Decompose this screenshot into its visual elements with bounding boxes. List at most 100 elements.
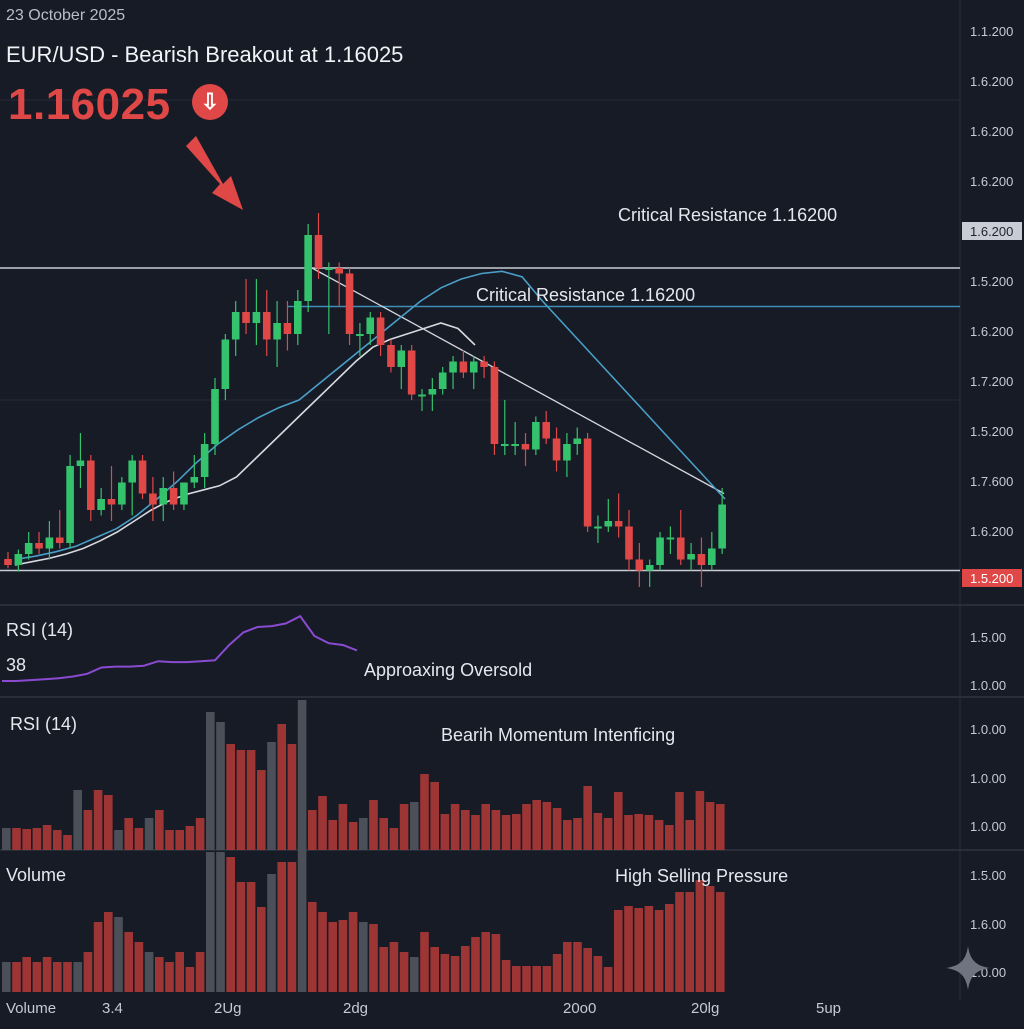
volume-bar	[389, 942, 399, 992]
volume-bar	[501, 960, 511, 992]
candle	[55, 510, 64, 549]
momentum-bar	[328, 820, 337, 850]
candle-body	[128, 460, 136, 483]
candle	[14, 549, 23, 572]
momentum-bar	[685, 820, 694, 850]
x-axis-tick-label: 2Ug	[214, 1000, 242, 1017]
volume-bar	[63, 962, 72, 992]
momentum-bar	[695, 791, 705, 850]
candle	[625, 510, 633, 571]
volume-bar	[665, 904, 674, 992]
momentum-bar	[144, 818, 154, 850]
volume-bar	[491, 934, 501, 992]
momentum-bar	[603, 818, 613, 850]
candle-body	[118, 482, 126, 505]
candle	[314, 213, 323, 279]
volume-bar	[134, 942, 144, 992]
momentum-bar	[471, 815, 480, 850]
candle	[490, 361, 499, 455]
candle	[428, 378, 437, 411]
candle	[335, 262, 343, 307]
candle-body	[24, 543, 33, 554]
candle-body	[552, 438, 561, 461]
volume-bar	[114, 917, 123, 992]
candle-body	[666, 537, 675, 540]
candle-body	[45, 537, 54, 549]
candle	[387, 339, 395, 373]
momentum-bar	[53, 830, 62, 850]
momentum-bar	[83, 810, 93, 850]
y-axis-tick-label: 1.5.00	[970, 630, 1006, 645]
momentum-bar	[450, 804, 460, 850]
momentum-bar	[389, 828, 399, 850]
candle-body	[283, 323, 292, 334]
rsi-annotation: Approaxing Oversold	[364, 660, 533, 680]
candle	[35, 532, 43, 554]
support-tag-bg	[962, 569, 1022, 587]
candle	[501, 400, 509, 455]
resistance-label-lower: Critical Resistance 1.16200	[476, 285, 696, 305]
momentum-bar	[491, 810, 501, 850]
volume-bar	[42, 957, 52, 992]
candle-body	[511, 444, 519, 446]
momentum-bar	[318, 796, 327, 850]
momentum-bar	[705, 802, 715, 850]
volume-bar	[583, 948, 592, 992]
volume-bar	[614, 910, 623, 992]
candle-body	[211, 389, 219, 444]
momentum-bar	[552, 808, 562, 850]
volume-bar	[287, 862, 297, 992]
volume-bar	[236, 882, 246, 992]
candle	[87, 455, 95, 521]
momentum-bar	[287, 744, 297, 850]
candle	[283, 301, 292, 351]
x-axis-tick-label: Volume	[6, 1000, 56, 1017]
candle-body	[480, 361, 488, 367]
y-axis-tick-label: 1.6.200	[970, 74, 1013, 89]
candle	[128, 455, 136, 516]
candle	[449, 356, 457, 389]
candle	[511, 422, 519, 455]
candle	[366, 312, 375, 345]
momentum-bar	[665, 825, 674, 850]
volume-bar	[185, 967, 195, 992]
volume-bar	[73, 962, 82, 992]
volume-bar	[2, 962, 11, 992]
candle	[656, 532, 664, 571]
candle-body	[180, 482, 188, 505]
momentum-bar	[410, 802, 419, 850]
momentum-bar	[93, 790, 103, 850]
y-axis-tick-label: 1.6.200	[970, 524, 1013, 539]
moving-average-line	[14, 322, 476, 566]
volume-bar	[318, 912, 327, 992]
volume-bar	[53, 962, 62, 992]
breakout-arrow	[186, 136, 243, 210]
volume-bar	[226, 857, 235, 992]
volume-bar	[654, 910, 664, 992]
volume-bar	[440, 954, 450, 992]
candle	[325, 262, 333, 334]
volume-bar	[175, 952, 184, 992]
candle	[542, 411, 550, 444]
candle	[563, 433, 571, 477]
candle-body	[325, 268, 333, 270]
candle-body	[676, 537, 685, 560]
candle	[532, 416, 540, 455]
sparkle-icon	[946, 946, 990, 990]
candle	[159, 477, 168, 521]
candle	[666, 526, 675, 554]
candle-body	[521, 444, 530, 450]
x-axis: Volume 3.4 2Ug 2dg 20o0 20lg 5up	[6, 1000, 841, 1017]
volume-bar	[155, 957, 164, 992]
candle-body	[376, 317, 385, 345]
momentum-bar	[624, 815, 633, 850]
candle-body	[532, 422, 540, 450]
y-axis-tick-label: 1.5.200	[970, 274, 1013, 289]
candle	[294, 290, 302, 345]
y-axis: 1.1.200 1.6.200 1.6.200 1.6.200 1.5.200 1.6.2…	[962, 24, 1022, 980]
candle	[521, 433, 530, 466]
y-axis-tick-label: 1.0.00	[970, 771, 1006, 786]
candle	[262, 290, 271, 356]
